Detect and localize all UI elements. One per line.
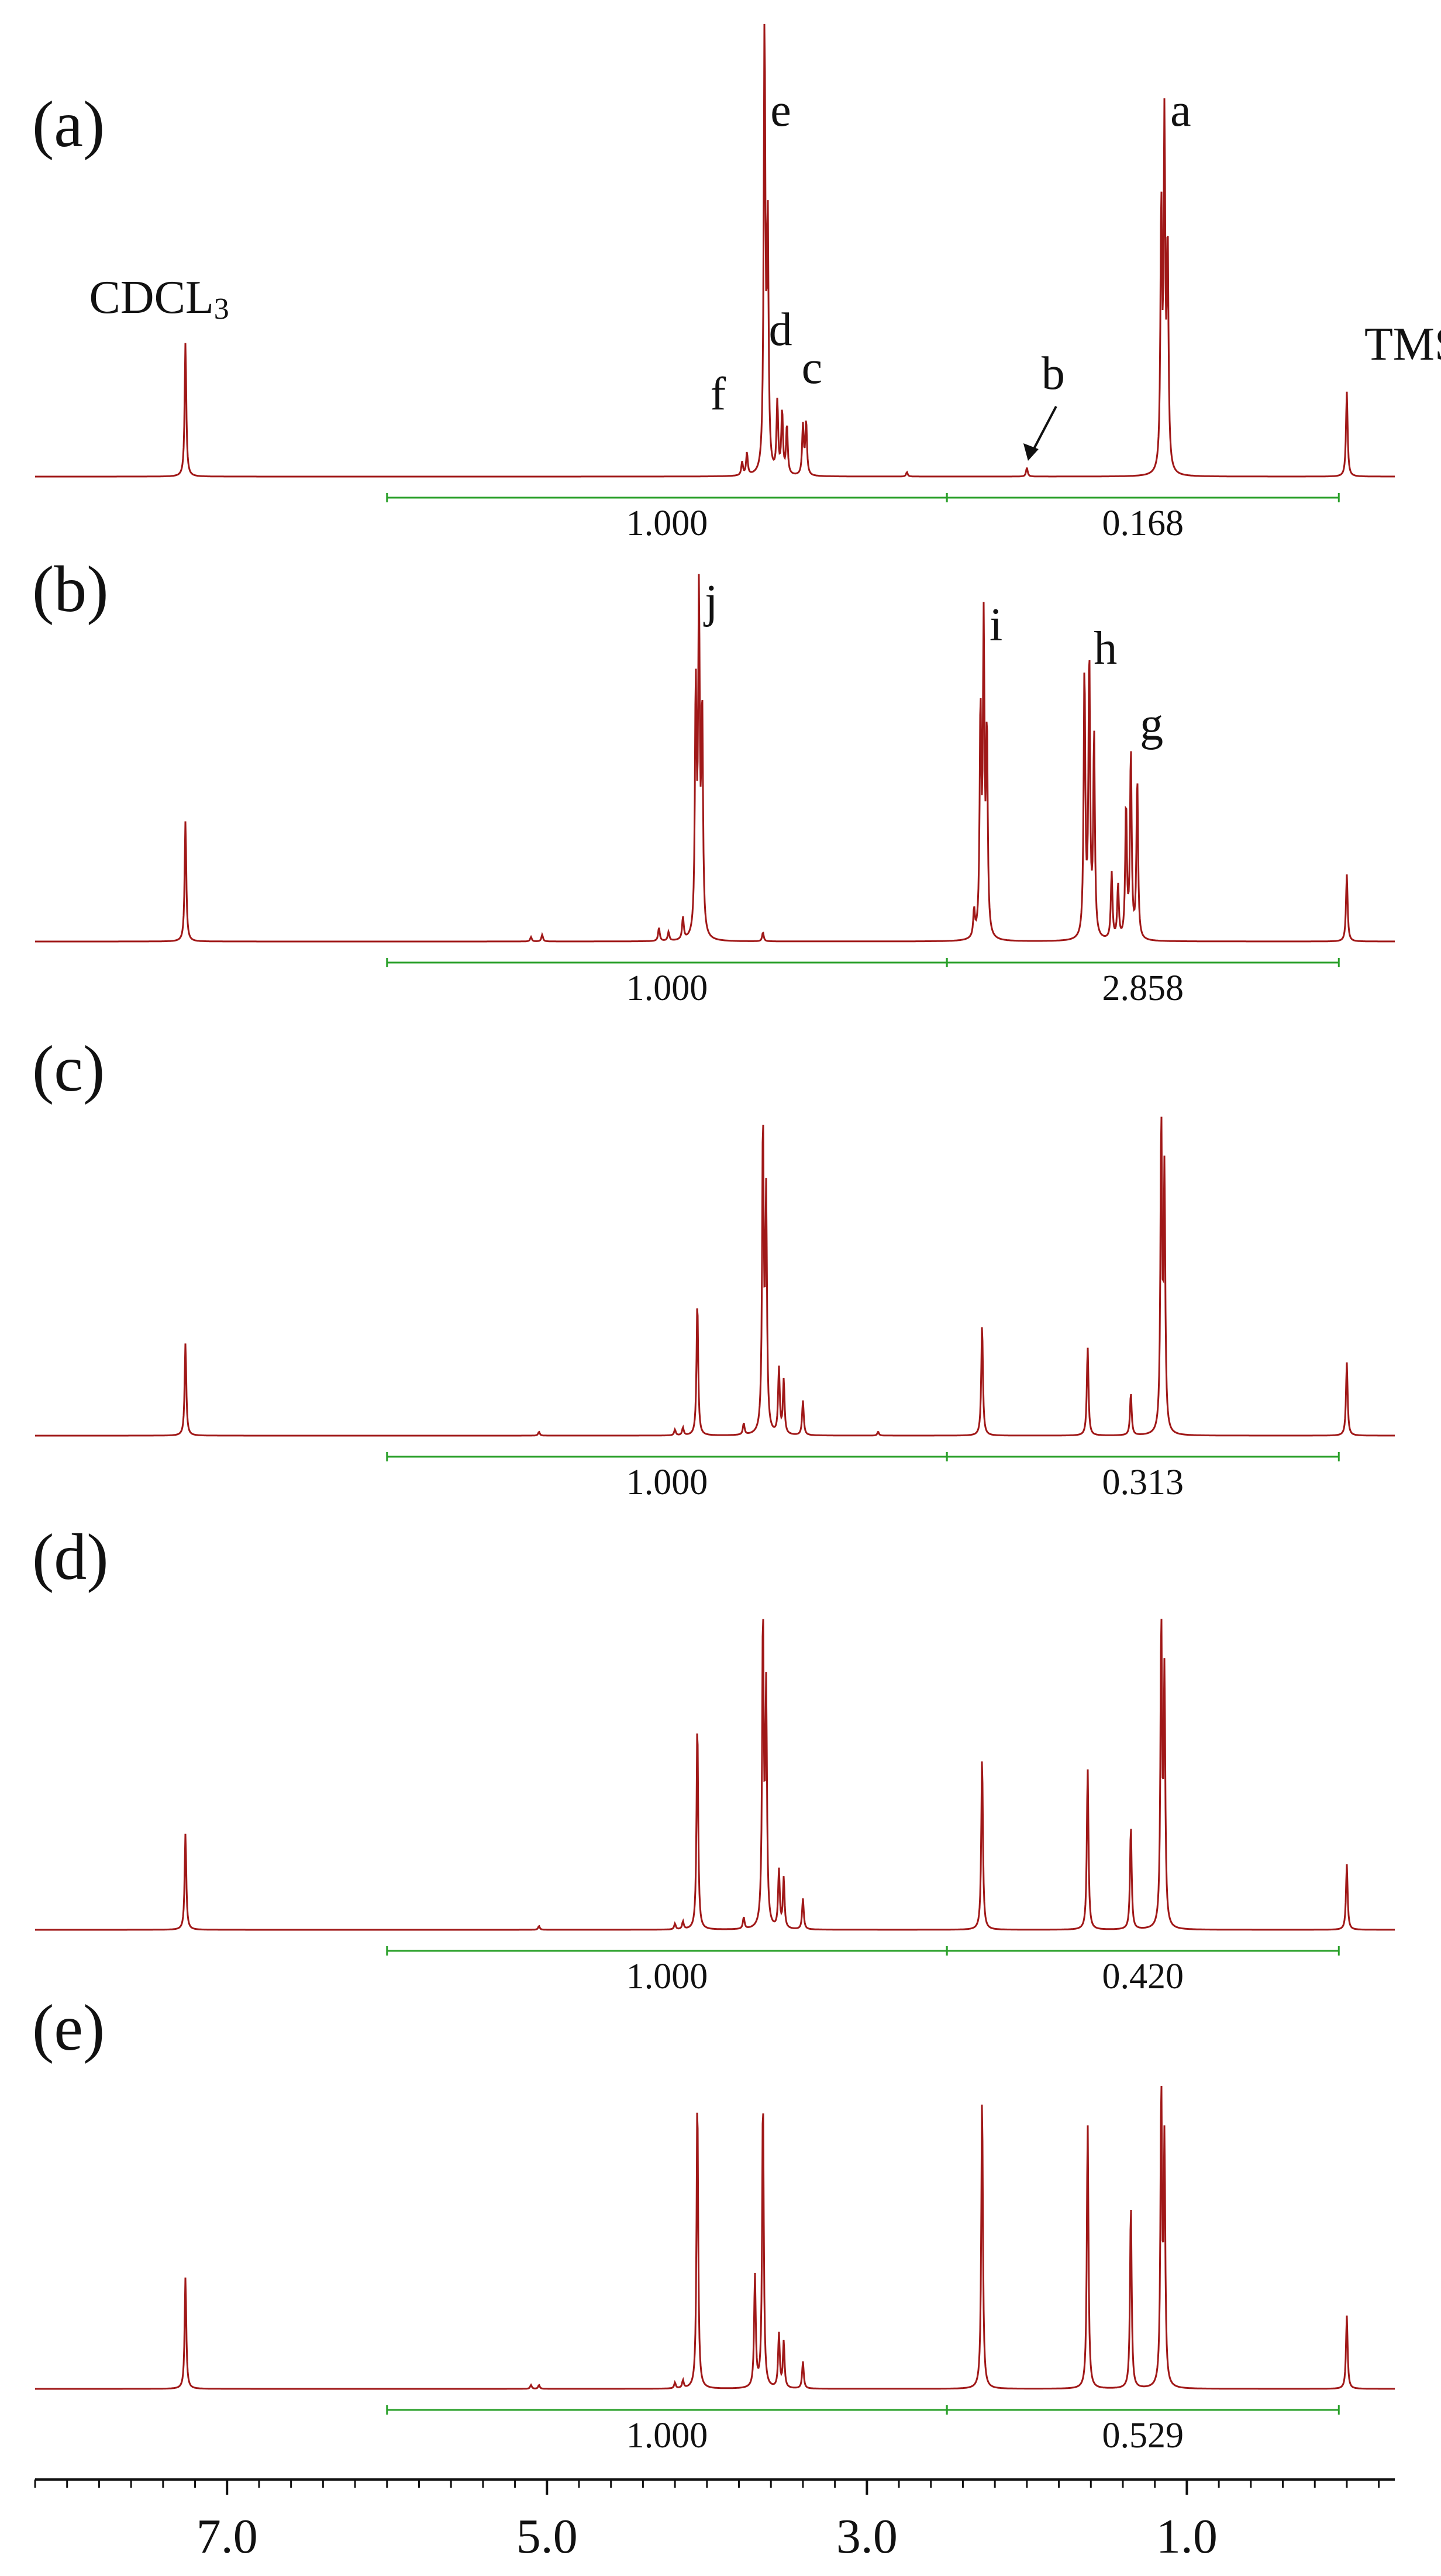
panel-label: (a)	[32, 88, 105, 161]
panel-label: (c)	[32, 1033, 105, 1105]
integral-value: 2.858	[1102, 968, 1184, 1008]
x-axis: 7.0 5.0 3.0 1.0	[34, 2478, 1395, 2564]
peak-label: h	[1094, 623, 1117, 674]
spectrum-line	[35, 1116, 1395, 1437]
integral-value: 1.000	[626, 1957, 708, 1996]
peak-label: a	[1170, 85, 1191, 136]
panel-label: (d)	[32, 1521, 109, 1594]
peak-label: TMS	[1364, 319, 1441, 370]
integral-value: 1.000	[626, 1463, 708, 1502]
annotation-arrow	[1030, 406, 1057, 454]
integral-value: 0.529	[1102, 2416, 1184, 2456]
peak-label: f	[710, 368, 726, 420]
integral-value: 0.168	[1102, 504, 1184, 543]
panel-label: (e)	[32, 1992, 105, 2064]
spectrum-line	[35, 23, 1395, 478]
panel-label: (b)	[32, 553, 109, 626]
x-tick-label: 5.0	[516, 2509, 578, 2564]
integral-value: 1.000	[626, 968, 708, 1008]
x-tick-label: 3.0	[836, 2509, 898, 2564]
spectrum-panel-b: (b) j i hg 1.000 2.858	[32, 553, 1395, 1008]
spectrum-panel-c: (c) 1.000 0.313	[32, 1033, 1395, 1502]
x-tick-label: 1.0	[1156, 2509, 1218, 2564]
spectrum-line	[35, 1619, 1395, 1931]
spectrum-panel-d: (d) 1.000 0.420	[32, 1521, 1395, 1996]
spectrum-line	[35, 2085, 1395, 2390]
peak-label: g	[1140, 699, 1163, 750]
integral-value: 0.313	[1102, 1463, 1184, 1502]
spectrum-panel-e: (e) 1.000 0.529	[32, 1992, 1395, 2456]
spectrum-panel-a: (a) CDCL3 f e dc b a TMS 1.000 0.168	[32, 23, 1441, 543]
integral-value: 0.420	[1102, 1957, 1184, 1996]
peak-label: j	[703, 576, 718, 627]
peak-label: e	[770, 85, 791, 136]
integral-value: 1.000	[626, 504, 708, 543]
peak-label: b	[1042, 348, 1065, 399]
peak-label: d	[769, 304, 792, 356]
annotation-arrowhead	[1023, 443, 1039, 461]
integral-value: 1.000	[626, 2416, 708, 2456]
peak-label: i	[990, 599, 1002, 651]
spectrum-line	[35, 574, 1395, 943]
peak-label: c	[802, 342, 823, 394]
x-tick-label: 7.0	[196, 2509, 258, 2564]
peak-label: CDCL3	[89, 272, 229, 326]
